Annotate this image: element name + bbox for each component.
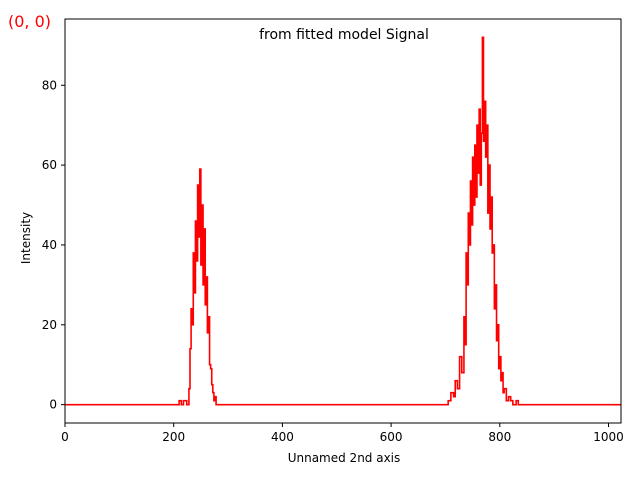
y-tick-label: 40 — [42, 238, 57, 252]
y-tick-label: 0 — [49, 398, 57, 412]
chart-title: from fitted model Signal — [259, 27, 429, 43]
series-line-0 — [65, 36, 621, 406]
y-tick-label: 20 — [42, 318, 57, 332]
x-tick-label: 1000 — [593, 430, 624, 444]
y-tick-label: 60 — [42, 158, 57, 172]
plot-area: 0 200 400 600 800 1000 0 20 40 60 80 — [42, 18, 624, 444]
x-tick-label: 200 — [162, 430, 185, 444]
x-tick-label: 0 — [61, 430, 69, 444]
x-tick-label: 800 — [488, 430, 511, 444]
x-axis-label: Unnamed 2nd axis — [288, 451, 401, 465]
y-tick-label: 80 — [42, 78, 57, 92]
y-axis-label: Intensity — [19, 212, 33, 264]
x-tick-label: 400 — [271, 430, 294, 444]
x-tick-label: 600 — [380, 430, 403, 444]
corner-coordinate-label: (0, 0) — [8, 12, 52, 31]
plot-frame — [64, 18, 622, 424]
